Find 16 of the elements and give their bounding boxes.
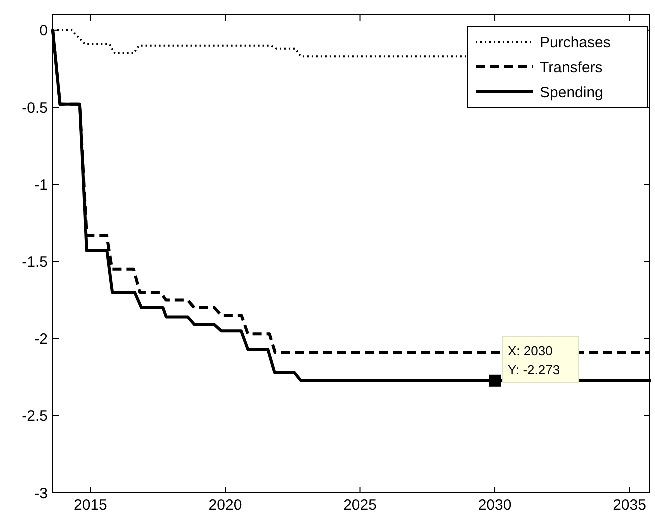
x-tick-label: 2015: [74, 497, 108, 514]
x-tick-label: 2020: [208, 497, 242, 514]
x-tick-label: 2035: [613, 497, 646, 514]
annotation: X: 2030 Y: -2.273: [508, 343, 560, 378]
y-tick-label: -1: [34, 176, 48, 194]
y-tick-label: -2.5: [22, 408, 48, 426]
legend-label: Spending: [540, 84, 604, 102]
x-tick-label: 2030: [478, 497, 512, 514]
y-tick-label: 0: [40, 22, 48, 40]
x-tick-label: 2025: [344, 497, 377, 514]
y-tick-label: -3: [34, 485, 48, 502]
legend-label: Transfers: [540, 59, 603, 76]
y-tick-label: -2: [34, 331, 48, 348]
y-tick-label: -1.5: [22, 254, 48, 271]
legend-label: Purchases: [540, 34, 611, 52]
y-tick-label: -0.5: [22, 100, 48, 117]
